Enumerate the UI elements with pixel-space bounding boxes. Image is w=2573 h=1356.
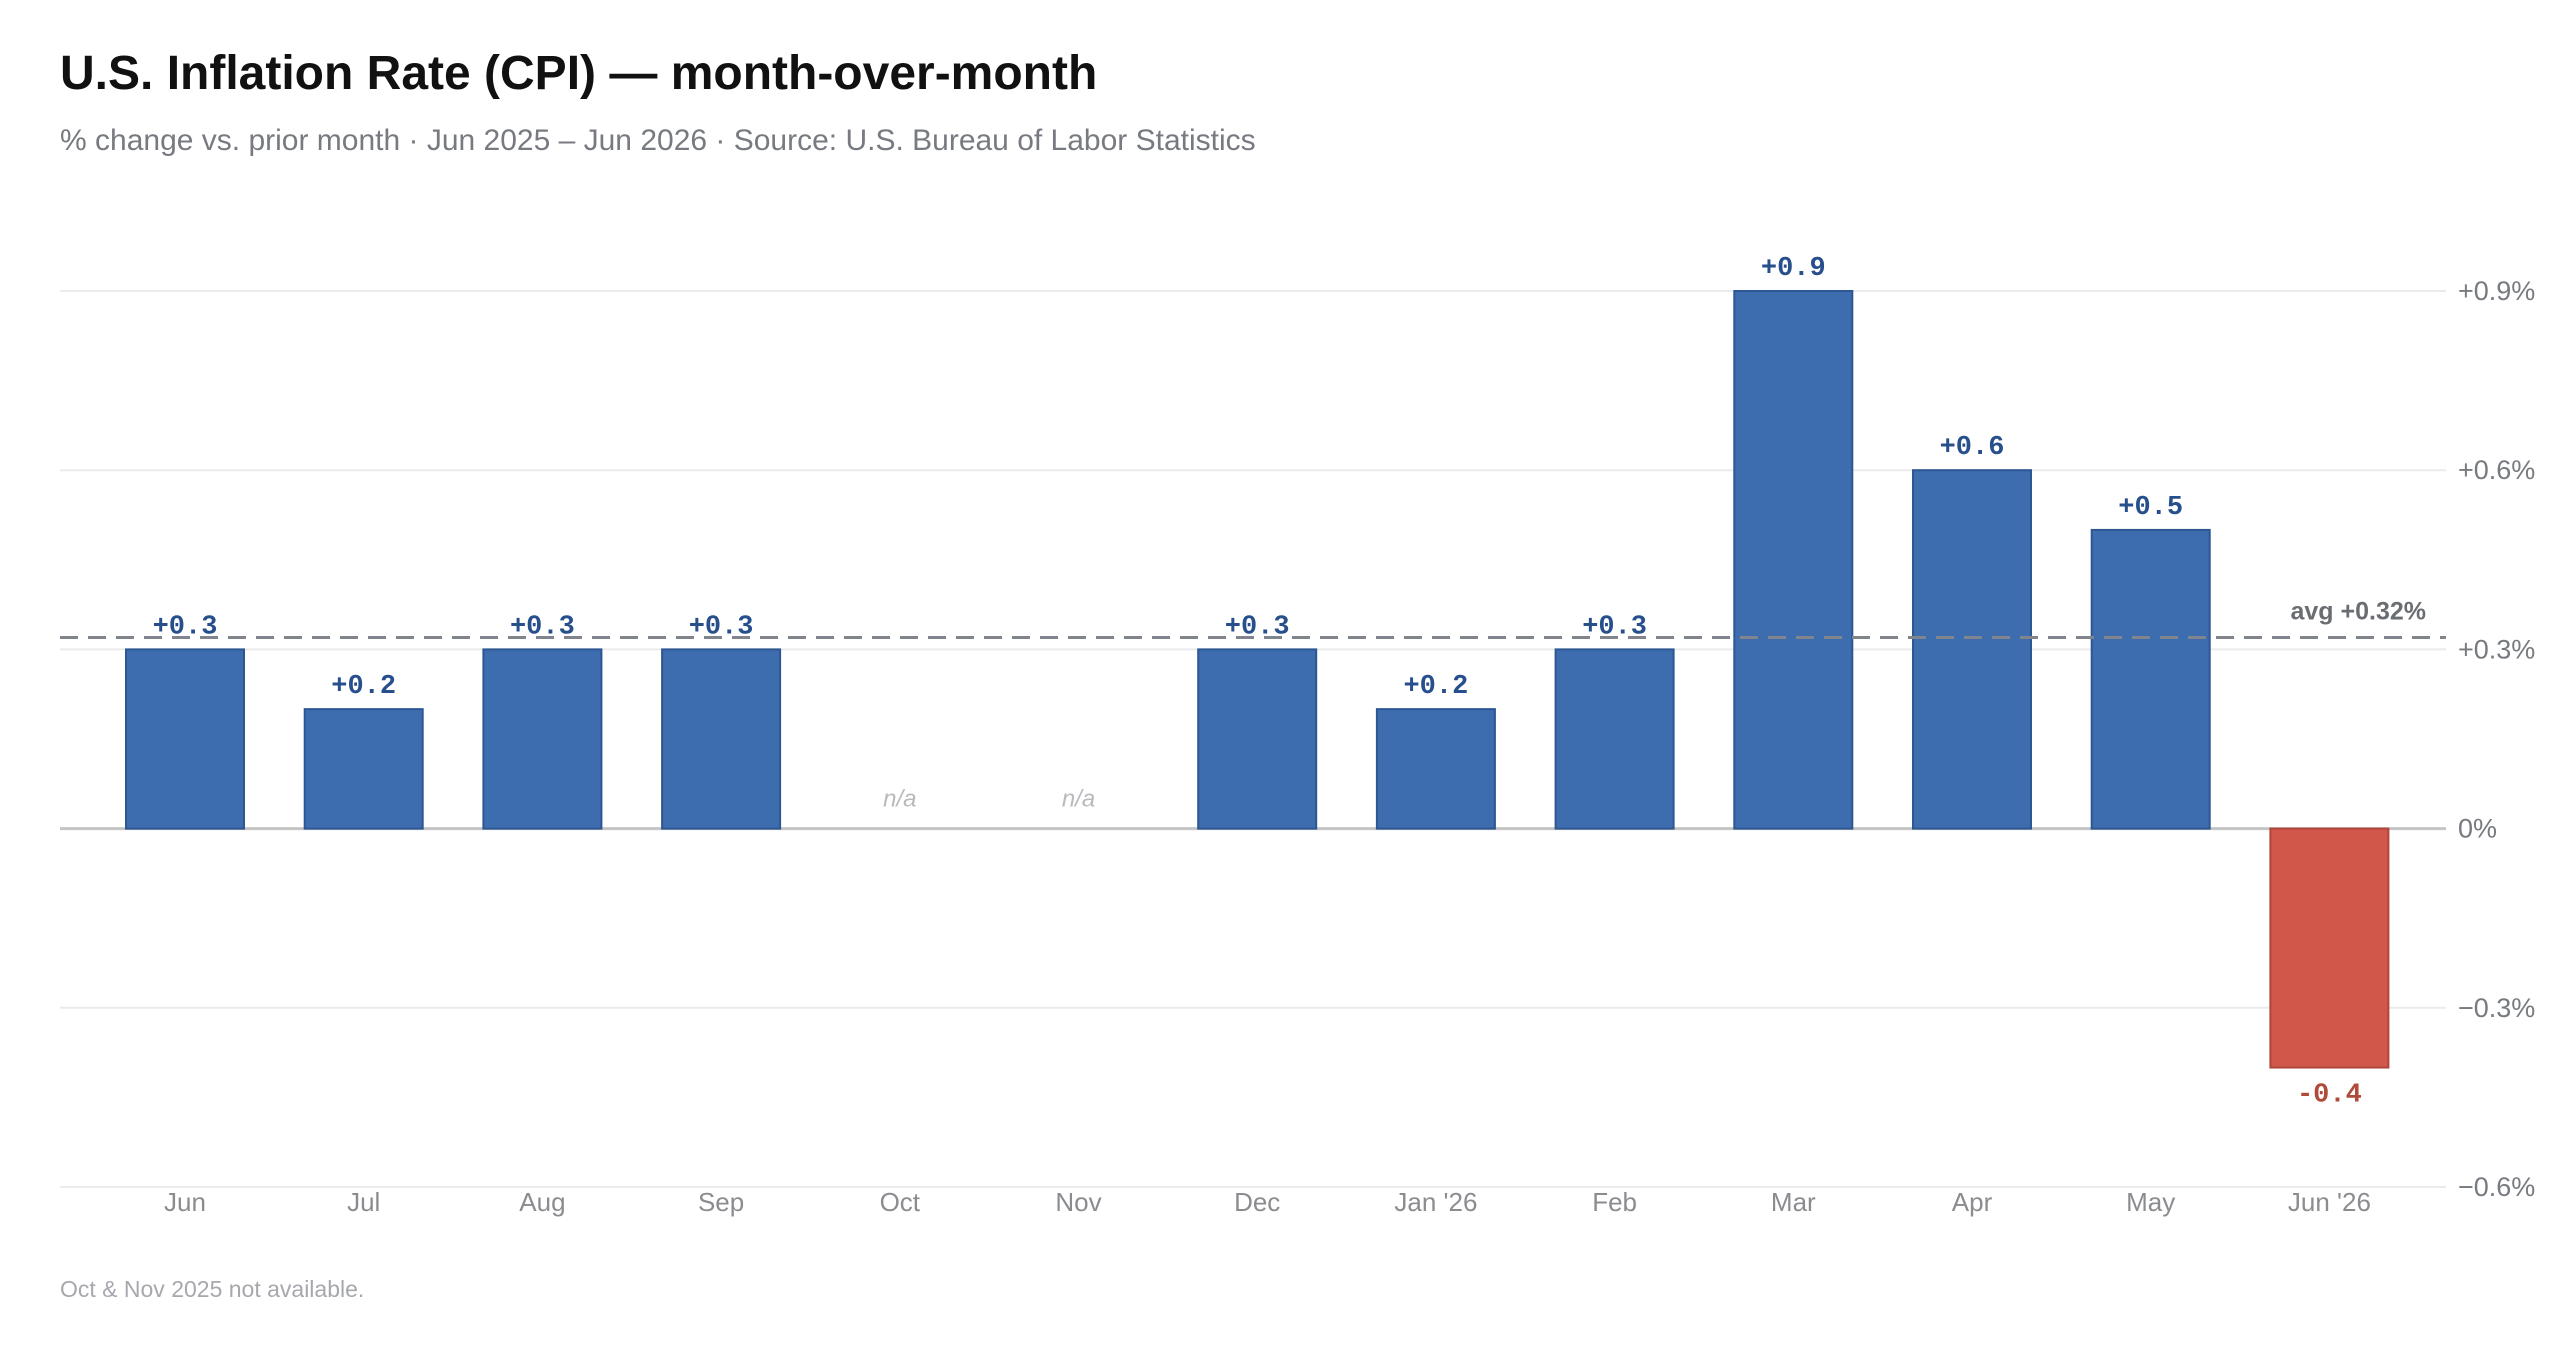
value-label: +0.3 (1225, 612, 1290, 642)
bar-jan-26 (1375, 708, 1496, 830)
x-axis-ticks: Jun Jul Aug Sep Oct Nov Dec Jan '26 Feb Mar Apr May… (164, 1187, 2371, 1217)
value-label: +0.3 (1582, 612, 1647, 642)
value-label: +0.3 (689, 612, 754, 642)
value-label: +0.6 (1940, 433, 2005, 463)
chart-title: U.S. Inflation Rate (CPI) — month-over-m… (60, 47, 1098, 100)
bar-aug (482, 648, 603, 830)
y-tick-label: +0.9% (2458, 276, 2535, 306)
y-tick-label: +0.6% (2458, 455, 2535, 485)
value-label: +0.3 (510, 612, 575, 642)
x-tick-label: Jun '26 (2288, 1187, 2371, 1217)
x-tick-label: Nov (1055, 1187, 1101, 1217)
missing-value-label: n/a (883, 786, 916, 813)
bar-jun-26 (2269, 827, 2390, 1069)
average-label: avg +0.32% (2290, 597, 2426, 625)
y-tick-label: −0.3% (2458, 993, 2535, 1023)
bar-dec (1197, 648, 1318, 830)
x-tick-label: Mar (1771, 1187, 1816, 1217)
bars (125, 290, 2390, 1069)
value-label: -0.4 (2297, 1081, 2362, 1111)
x-tick-label: Apr (1952, 1187, 1993, 1217)
x-tick-label: Oct (880, 1187, 921, 1217)
value-label: +0.2 (1403, 672, 1468, 702)
bar-apr (1912, 469, 2032, 830)
value-label: +0.5 (2118, 493, 2183, 523)
y-tick-label: +0.3% (2458, 634, 2535, 664)
x-tick-label: Aug (519, 1187, 565, 1217)
x-tick-label: Jun (164, 1187, 206, 1217)
x-tick-label: May (2126, 1187, 2175, 1217)
bar-mar (1733, 290, 1854, 830)
value-labels: +0.3 +0.2 +0.3 +0.3 n/a n/a +0.3 +0.2 +0.3 +0.9 +0… (153, 254, 2362, 1111)
y-tick-label: 0% (2458, 814, 2497, 844)
y-axis-ticks: +0.9% +0.6% +0.3% 0% −0.3% −0.6% (2458, 276, 2535, 1202)
chart-subtitle: % change vs. prior month · Jun 2025 – Ju… (60, 124, 1256, 157)
x-tick-label: Jan '26 (1394, 1187, 1477, 1217)
average-line-group: avg +0.32% (60, 597, 2446, 639)
missing-value-label: n/a (1062, 786, 1095, 813)
footnote: Oct & Nov 2025 not available. (60, 1276, 365, 1302)
value-label: +0.9 (1761, 254, 1826, 284)
x-tick-label: Feb (1592, 1187, 1637, 1217)
bar-sep (661, 648, 782, 830)
x-tick-label: Jul (347, 1187, 380, 1217)
bar-jun (125, 648, 245, 830)
x-tick-label: Sep (698, 1187, 744, 1217)
y-tick-label: −0.6% (2458, 1172, 2535, 1202)
x-tick-label: Dec (1234, 1187, 1280, 1217)
bar-feb (1554, 648, 1675, 830)
bar-may (2090, 528, 2211, 830)
bar-jul (303, 708, 424, 830)
value-label: +0.2 (331, 672, 396, 702)
value-label: +0.3 (153, 612, 218, 642)
cpi-bar-chart: avg +0.32% +0.3+0.2+0.3 +0.3n/a n/a+0.3+0.… (60, 254, 2535, 1217)
